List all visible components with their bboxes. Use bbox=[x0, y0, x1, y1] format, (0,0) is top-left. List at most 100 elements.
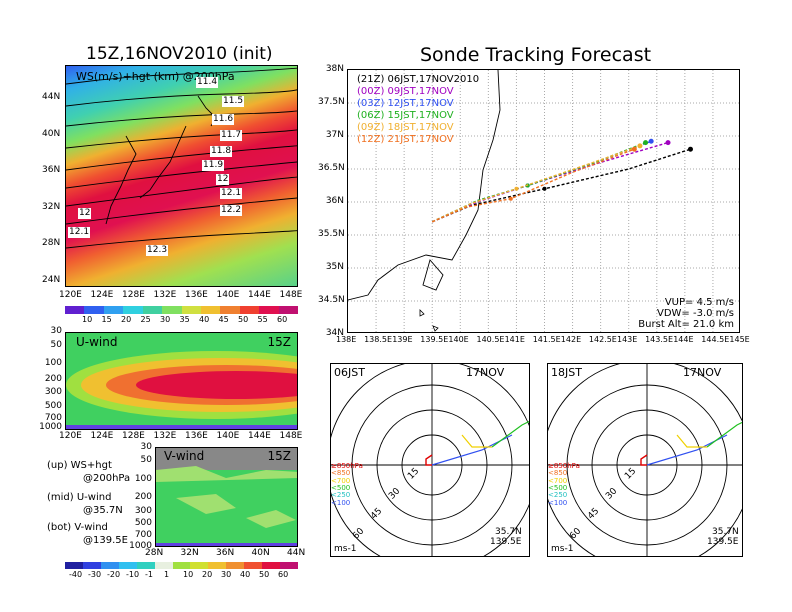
hodo-trace-700 bbox=[461, 434, 492, 448]
u-ytick: 100 bbox=[44, 358, 62, 368]
track-ytick: 37.5N bbox=[318, 97, 345, 107]
ws-xtick: 132E bbox=[153, 290, 177, 300]
track-xtick: 141E bbox=[504, 335, 525, 344]
u-xtick: 136E bbox=[185, 431, 208, 441]
v-wind-time: 15Z bbox=[267, 449, 292, 463]
hodo-level: <850 bbox=[331, 469, 351, 478]
ws-cbar-label: 45 bbox=[218, 315, 229, 324]
track-line bbox=[431, 148, 691, 223]
hodograph-left-panel bbox=[330, 363, 530, 557]
ws-ytick: 40N bbox=[42, 128, 61, 139]
u-xtick: 144E bbox=[248, 431, 271, 441]
v-wind-panel: V-wind 15Z bbox=[155, 447, 298, 547]
track-xtick: 143E bbox=[617, 335, 638, 344]
track-xtick: 142E bbox=[560, 335, 582, 344]
v-ytick: 200 bbox=[134, 492, 152, 502]
hodo-unit: ms-1 bbox=[551, 544, 574, 554]
island bbox=[419, 309, 425, 317]
v-xtick: 36N bbox=[216, 548, 235, 558]
hodo-level: <250 bbox=[548, 491, 568, 500]
track-ytick: 37N bbox=[325, 130, 344, 140]
hodograph-right-panel bbox=[547, 363, 743, 557]
hodo-lon: 139.5E bbox=[707, 537, 739, 547]
ws-xtick: 144E bbox=[248, 290, 271, 300]
ws-ytick: 36N bbox=[42, 165, 61, 175]
v-xtick: 28N bbox=[145, 548, 164, 558]
u-xtick: 132E bbox=[153, 431, 177, 441]
hodo-trace-mid bbox=[706, 421, 742, 448]
v-cbar-label: -40 bbox=[69, 570, 83, 579]
track-xtick: 143.5E bbox=[645, 335, 674, 344]
hodo-lat: 35.7N bbox=[712, 527, 739, 537]
legend-note-line2: @139.5E bbox=[83, 535, 128, 546]
ws-map-label: WS(m/s)+hgt (km) @200hPa bbox=[76, 70, 235, 83]
track-xtick: 138E bbox=[336, 335, 357, 344]
ws-cbar-label: 55 bbox=[257, 315, 268, 324]
track-legend-entry: (06Z) 15JST,17NOV bbox=[357, 110, 454, 121]
v-ytick: 500 bbox=[134, 518, 152, 528]
track-line bbox=[431, 148, 635, 223]
island bbox=[432, 325, 439, 332]
right-title: Sonde Tracking Forecast bbox=[420, 44, 652, 66]
v-wind-plot bbox=[156, 448, 297, 546]
track-xtick: 140.5E bbox=[476, 335, 505, 344]
ws-contour-label: 12 bbox=[216, 174, 230, 185]
ws-xtick: 128E bbox=[122, 290, 145, 300]
track-map-panel bbox=[347, 69, 740, 333]
u-xtick: 120E bbox=[59, 431, 82, 441]
ws-cbar-label: 50 bbox=[238, 315, 249, 324]
hodo-date: 17NOV bbox=[466, 366, 505, 379]
track-ytick: 35.5N bbox=[318, 229, 345, 239]
track-line bbox=[431, 141, 646, 223]
ws-ytick: 24N bbox=[42, 274, 61, 285]
ws-contour-label: 12.2 bbox=[220, 205, 243, 216]
ws-colorbar bbox=[65, 306, 299, 314]
ws-contour-label: 11.5 bbox=[222, 96, 245, 107]
ws-xtick: 148E bbox=[279, 290, 303, 300]
legend-note-line2: @200hPa bbox=[83, 473, 131, 484]
ws-contour-label: 12 bbox=[78, 208, 92, 219]
hodo-trace-mid bbox=[491, 420, 529, 448]
track-burst-point bbox=[508, 196, 513, 201]
coastline bbox=[348, 70, 501, 301]
ws-contour-label: 12.1 bbox=[220, 188, 243, 199]
hodo-level: ≥850hPa bbox=[548, 462, 580, 470]
track-map-plot bbox=[348, 70, 739, 332]
ws-cbar-label: 40 bbox=[199, 315, 210, 324]
v-ytick: 50 bbox=[140, 455, 152, 465]
hodo-date: 17NOV bbox=[683, 366, 722, 379]
u-ytick: 50 bbox=[50, 340, 62, 350]
ws-contour-label: 11.6 bbox=[212, 114, 235, 125]
track-xtick: 140E bbox=[448, 335, 469, 344]
coastline-peninsula bbox=[422, 259, 444, 291]
track-ytick: 35N bbox=[325, 262, 344, 272]
legend-note-line1: (bot) V-wind bbox=[47, 522, 108, 533]
v-cbar-label: 1 bbox=[164, 570, 170, 579]
hodo-unit: ms-1 bbox=[334, 544, 357, 554]
hodo-time: 06JST bbox=[334, 366, 365, 379]
v-ytick: 300 bbox=[134, 506, 152, 516]
track-param: VUP= 4.5 m/s bbox=[664, 297, 734, 308]
track-end-point bbox=[637, 143, 643, 149]
v-colorbar bbox=[65, 562, 298, 569]
v-xtick: 32N bbox=[180, 548, 199, 558]
ws-cbar-label: 30 bbox=[160, 315, 171, 324]
track-ytick: 36.5N bbox=[318, 163, 345, 173]
track-param: VDW= -3.0 m/s bbox=[657, 308, 734, 319]
v-cbar-label: 30 bbox=[221, 570, 232, 579]
v-cbar-label: -30 bbox=[88, 570, 102, 579]
track-burst-point bbox=[542, 186, 547, 191]
track-ytick: 38N bbox=[325, 64, 344, 74]
track-end-point bbox=[643, 140, 649, 146]
track-xtick: 145E bbox=[729, 335, 750, 344]
ws-cbar-label: 20 bbox=[121, 315, 132, 324]
u-ytick: 300 bbox=[44, 387, 62, 397]
ws-cbar-label: 15 bbox=[101, 315, 112, 324]
ws-map-panel: WS(m/s)+hgt (km) @200hPa bbox=[65, 65, 298, 287]
track-xtick: 144E bbox=[673, 335, 694, 344]
track-param: Burst Alt= 21.0 km bbox=[638, 319, 734, 330]
ws-contour-label: 11.4 bbox=[196, 77, 219, 88]
ws-ytick: 28N bbox=[42, 238, 61, 248]
hodo-lat: 35.7N bbox=[495, 527, 522, 537]
track-line bbox=[431, 145, 641, 223]
